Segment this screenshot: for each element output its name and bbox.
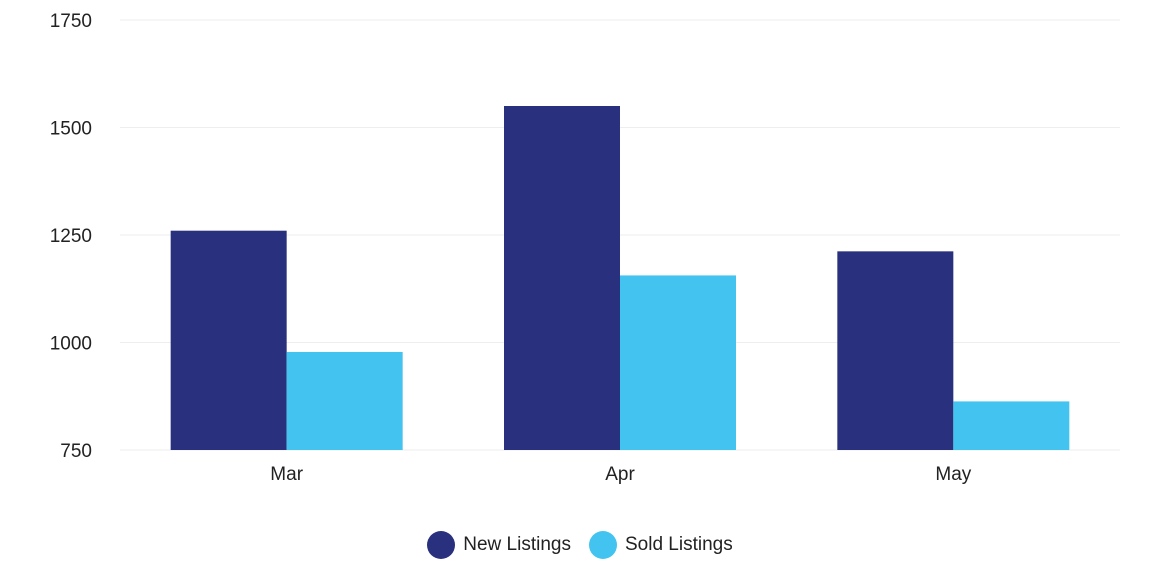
bar-sold-listings-may[interactable] xyxy=(953,401,1070,450)
legend-swatch-sold-listings xyxy=(588,531,617,559)
bar-new-listings-may[interactable] xyxy=(837,251,954,450)
legend-swatch-new-listings xyxy=(427,531,456,559)
x-tick-label: Mar xyxy=(270,464,303,485)
y-tick-label: 1250 xyxy=(50,226,92,247)
bar-new-listings-apr[interactable] xyxy=(504,106,620,450)
legend: New Listings Sold Listings xyxy=(0,528,1160,562)
y-tick-label: 1000 xyxy=(50,334,92,355)
y-axis: 750 1000 1250 1500 1750 xyxy=(50,11,92,462)
bar-sold-listings-apr[interactable] xyxy=(620,275,736,450)
legend-label-sold-listings: Sold Listings xyxy=(624,534,733,555)
x-axis: Mar Apr May xyxy=(270,464,971,485)
y-tick-label: 1500 xyxy=(50,119,92,140)
x-tick-label: Apr xyxy=(605,464,635,485)
bar-sold-listings-mar[interactable] xyxy=(286,351,403,450)
y-tick-label: 750 xyxy=(60,441,92,462)
bar-new-listings-mar[interactable] xyxy=(170,230,287,450)
legend-item-new-listings[interactable]: New Listings xyxy=(427,531,571,559)
x-tick-label: May xyxy=(935,464,971,485)
legend-label-new-listings: New Listings xyxy=(463,534,571,555)
y-tick-label: 1750 xyxy=(50,11,92,32)
legend-item-sold-listings[interactable]: Sold Listings xyxy=(588,531,733,559)
bars xyxy=(170,106,1070,450)
